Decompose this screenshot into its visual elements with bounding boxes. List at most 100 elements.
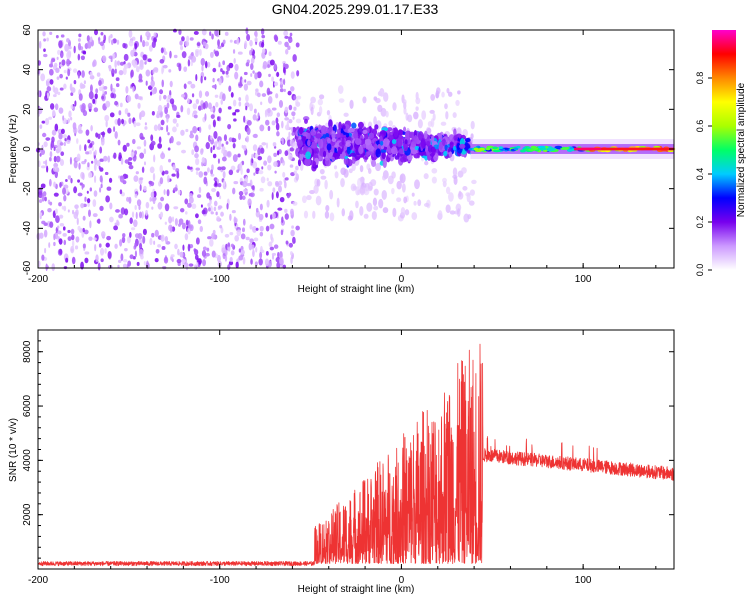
spectrogram-cell	[60, 151, 65, 157]
spectrogram-y-ticks: -60 -40 -20 0 20 40 60	[22, 24, 674, 275]
spectrogram-cell	[431, 176, 437, 184]
spectrogram-cell	[392, 102, 397, 111]
spectrogram-cell	[183, 66, 188, 72]
spectrogram-cell	[403, 107, 407, 115]
spectrogram-cell	[92, 61, 96, 68]
spectrogram-cell	[65, 76, 68, 80]
spectrogram-cell	[399, 174, 404, 182]
spectrogram-cell	[411, 212, 418, 221]
spectrogram-cell	[38, 40, 42, 49]
spectrogram-cell	[259, 80, 264, 88]
spectrogram-cell	[284, 177, 289, 181]
spectrogram-cell	[255, 88, 259, 92]
spectrogram-cell	[134, 193, 138, 198]
spectrogram-cell	[244, 102, 250, 108]
spectrogram-cell	[142, 40, 146, 48]
spectrogram-cell	[443, 150, 448, 157]
spectrogram-cell	[177, 189, 181, 195]
spectrogram-cell	[74, 245, 79, 250]
spectrogram-cell	[288, 131, 291, 138]
spectrogram-cell	[396, 180, 402, 190]
spectrogram-cell	[59, 248, 63, 255]
spectrogram-cell	[151, 40, 156, 49]
spectrogram-cell	[291, 225, 295, 229]
spectrogram-cell	[201, 156, 206, 164]
spectrogram-cell	[198, 186, 202, 194]
spectrogram-cell	[215, 101, 219, 108]
spectrogram-cell	[80, 55, 85, 61]
spectrogram-cell	[101, 95, 105, 100]
spectrogram-cell	[94, 29, 99, 36]
spectrogram-cell	[243, 115, 246, 123]
spectrogram-cell	[219, 225, 223, 229]
spectrogram-cell	[150, 75, 154, 82]
spectrogram-cell	[63, 239, 67, 246]
spectrogram-cell	[343, 168, 349, 178]
colorbar-label: Normalized spectral amplitude	[736, 82, 747, 217]
spectrogram-cell	[41, 194, 45, 202]
spectrogram-cell	[114, 68, 117, 74]
spectrogram-cell	[210, 169, 214, 175]
spectrogram-cell	[218, 140, 222, 149]
spectrogram-cell	[285, 240, 289, 245]
spectrogram-cell	[118, 213, 124, 219]
spectrogram-cell	[122, 67, 127, 76]
spectrogram-cell	[57, 144, 62, 153]
spectrogram-cell	[291, 131, 295, 136]
spectrogram-cell	[207, 102, 212, 110]
spectrogram-cell	[71, 240, 75, 248]
spectrogram-cell	[119, 61, 125, 66]
spectrogram-cell	[241, 227, 246, 233]
snr-x-tick-label: 100	[575, 575, 592, 586]
spectrogram-cell	[245, 94, 249, 103]
spectrogram-cell	[118, 110, 122, 116]
spectrogram-cell	[45, 159, 48, 167]
spectrogram-cell	[99, 205, 104, 212]
spectrogram-cell	[191, 203, 197, 210]
spectrogram-cell	[172, 164, 176, 171]
spectrogram-cell	[77, 225, 81, 231]
spectrogram-cell	[457, 90, 461, 95]
spectrogram-cell	[248, 242, 253, 251]
spectrogram-cell	[217, 136, 222, 143]
spectrogram-cell	[284, 150, 289, 157]
spectrogram-cell	[234, 235, 240, 242]
spectrogram-cell	[130, 151, 135, 158]
spectrogram-cell	[205, 252, 210, 257]
snr-y-tick-label: 6000	[22, 394, 33, 417]
spectrogram-cell	[221, 166, 226, 171]
spectrogram-cell	[312, 210, 316, 219]
spectrogram-cell	[200, 57, 206, 66]
spectrogram-cell	[149, 237, 153, 246]
spectrogram-cell	[195, 171, 199, 175]
spectrogram-cell	[222, 171, 226, 179]
spectrogram-cell	[47, 207, 52, 213]
spectrogram-cell	[267, 181, 273, 187]
spectrogram-cell	[498, 146, 504, 150]
spectrogram-cell	[63, 205, 67, 212]
spectrogram-cell	[38, 199, 43, 203]
spectrogram-cell	[169, 50, 172, 59]
spectrogram-cell	[407, 114, 413, 123]
spectrogram-cell	[100, 31, 104, 36]
spectrogram-cell	[254, 72, 258, 80]
spectrogram-cell	[225, 70, 229, 75]
spectrogram-cell	[377, 143, 382, 149]
spectrogram-cell	[76, 138, 79, 144]
spectrogram-cell	[136, 146, 142, 150]
spectrogram-cell	[161, 79, 164, 88]
spectrogram-cell	[157, 202, 163, 210]
spectrogram-cell	[415, 106, 419, 111]
spectrogram-cell	[368, 125, 372, 135]
spectrogram-cell	[89, 71, 93, 77]
spectrogram-cell	[197, 105, 202, 111]
spectrogram-cell	[216, 116, 220, 122]
spectrogram-cell	[233, 58, 236, 64]
spectrogram-cell	[277, 207, 283, 211]
spectrogram-cell	[89, 142, 93, 148]
spectrogram-cell	[120, 207, 126, 215]
spectrogram-cell	[59, 73, 63, 79]
spectrogram-cell	[220, 211, 224, 217]
spectrogram-cell	[331, 130, 337, 140]
spectrogram-cell	[143, 139, 147, 147]
